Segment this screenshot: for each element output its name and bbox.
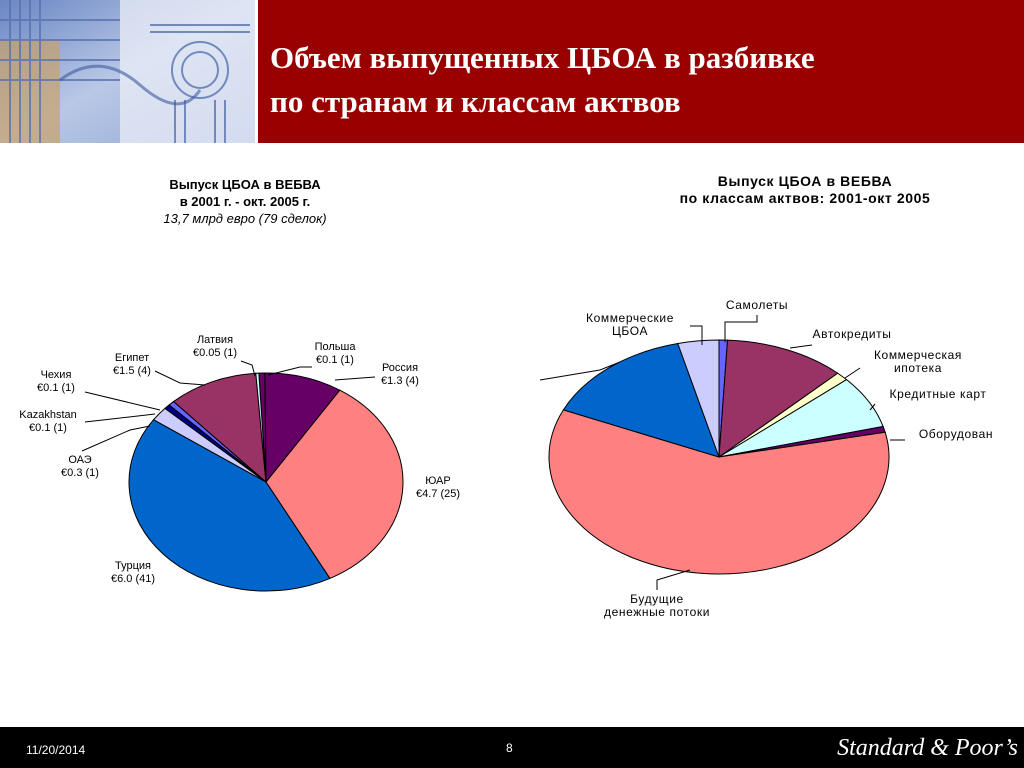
country-pie-label-1: Россия [382, 362, 418, 374]
asset-pie-label-5-value: денежные потоки [604, 605, 710, 619]
asset-pie-leader-6 [539, 361, 621, 381]
asset-pie-slice-6 [562, 342, 720, 458]
country-pie-slice-7 [172, 372, 267, 484]
asset-pie-slice-7 [677, 339, 720, 458]
country-pie-leader-4 [81, 425, 151, 452]
country-pie-slice-3 [128, 419, 331, 592]
country-pie-label-4-value: €0.3 (1) [61, 467, 99, 479]
asset-pie-leader-2 [844, 367, 861, 379]
country-pie-label-3: Турция [115, 560, 151, 572]
asset-class-pie-chart [548, 339, 890, 575]
country-pie-label-4: ОАЭ [68, 454, 91, 466]
country-pie-label-3-value: €6.0 (41) [111, 573, 155, 585]
country-pie-chart [128, 372, 404, 592]
country-pie-label-6-value: €0.1 (1) [37, 382, 75, 394]
country-chart-title: Выпуск ЦБОА в ВЕБВА в 2001 г. - окт. 200… [95, 176, 395, 227]
country-pie-label-5-value: €0.1 (1) [29, 422, 67, 434]
asset-pie-label-4: Оборудован [919, 427, 993, 441]
country-pie-leader-1 [334, 376, 376, 381]
page-title: Объем выпущенных ЦБОА в разбивке по стра… [270, 36, 1010, 124]
country-pie-label-2: ЮАР [425, 475, 450, 487]
country-pie-label-7: Египет [115, 352, 149, 364]
country-pie-slice-8 [255, 372, 267, 483]
asset-pie-label-1: Автокредиты [813, 327, 892, 341]
country-pie-label-0-value: €0.1 (1) [316, 354, 354, 366]
country-chart-subtitle: 13,7 млрд евро (79 сделок) [163, 211, 327, 226]
asset-pie-leader-7 [690, 325, 703, 345]
asset-pie-slice-5 [548, 409, 890, 575]
footer-brand-logo: Standard & Poor’s [837, 735, 1018, 761]
country-chart-title-line-2: в 2001 г. - окт. 2005 г. [179, 194, 311, 209]
country-pie-label-8-value: €0.05 (1) [193, 347, 237, 359]
asset-pie-leader-3 [869, 403, 876, 411]
country-chart-title-line-1: Выпуск ЦБОА в ВЕБВА [169, 177, 321, 192]
page-title-line-2: по странам и классам актвов [270, 84, 681, 119]
asset-pie-slice-1 [718, 339, 839, 459]
country-pie-leader-0 [267, 366, 312, 376]
footer-date: 11/20/2014 [26, 743, 86, 757]
country-pie-label-5: Kazakhstan [19, 409, 76, 421]
country-pie-label-0: Польша [315, 341, 357, 353]
charts-canvas: Польша€0.1 (1)Россия€1.3 (4)ЮАР€4.7 (25)… [19, 298, 993, 619]
asset-pie-leader-5 [656, 569, 691, 590]
country-pie-leader-5 [84, 413, 156, 423]
asset-pie-label-7: Коммерческие [586, 311, 674, 325]
asset-pie-label-3: Кредитные карт [889, 387, 986, 401]
country-pie-leader-7 [154, 370, 206, 386]
country-pie-slice-2 [265, 389, 404, 580]
asset-pie-leader-1 [789, 344, 813, 349]
page-title-line-1: Объем выпущенных ЦБОА в разбивке [270, 40, 815, 75]
country-pie-leader-6 [84, 391, 161, 411]
asset-pie-label-0: Самолеты [726, 298, 788, 312]
country-pie-label-2-value: €4.7 (25) [416, 488, 460, 500]
country-pie-label-8: Латвия [197, 334, 233, 346]
country-pie-label-7-value: €1.5 (4) [113, 365, 151, 377]
asset-chart-title-line-1: Выпуск ЦБОА в ВЕБВА [717, 173, 893, 189]
asset-pie-leader-0 [724, 315, 758, 342]
asset-pie-label-5: Будущие [630, 592, 684, 606]
country-pie-label-1-value: €1.3 (4) [381, 375, 419, 387]
asset-pie-label-2-value: ипотека [894, 361, 942, 375]
header-decorative-image [0, 0, 255, 143]
asset-pie-label-7-value: ЦБОА [612, 324, 648, 338]
asset-pie-label-2: Коммерческая [874, 348, 962, 362]
asset-chart-title: Выпуск ЦБОА в ВЕБВА по классам актвов: 2… [590, 173, 1020, 207]
footer-page-number: 8 [506, 741, 513, 755]
title-bar [258, 0, 1024, 143]
footer-bar: 11/20/2014 8 Standard & Poor’s [0, 727, 1024, 768]
country-pie-labels: Польша€0.1 (1)Россия€1.3 (4)ЮАР€4.7 (25)… [19, 334, 460, 585]
country-pie-slice-1 [264, 372, 341, 484]
country-pie-label-6: Чехия [41, 369, 72, 381]
country-pie-leader-8 [240, 360, 256, 377]
asset-chart-title-line-2: по классам актвов: 2001-окт 2005 [679, 190, 931, 206]
